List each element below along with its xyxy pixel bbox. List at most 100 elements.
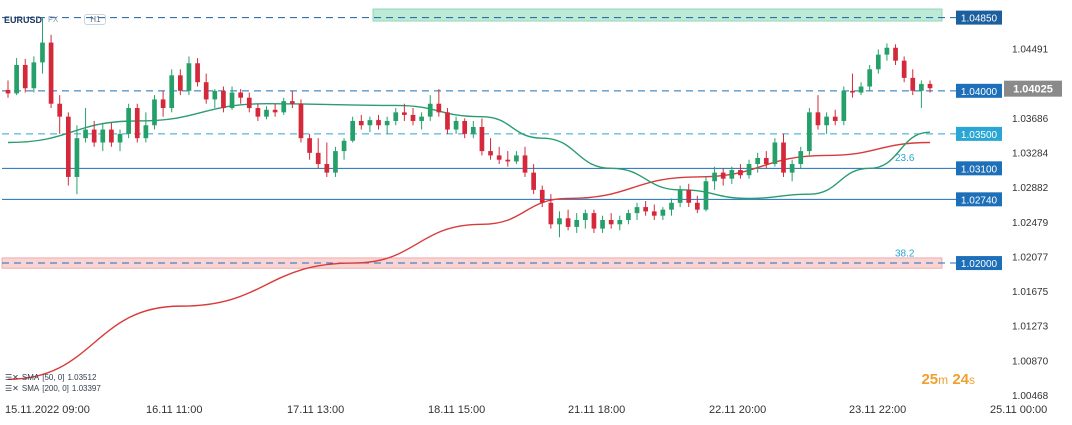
candle-body <box>281 101 287 113</box>
level-label: 1.02740 <box>961 195 998 206</box>
candle-body <box>203 82 209 100</box>
candle-body <box>91 129 97 143</box>
last-price-box <box>1004 80 1062 97</box>
candle-body <box>824 116 829 126</box>
level-label-box <box>956 126 1002 141</box>
candle-body <box>677 189 683 203</box>
candle-body <box>634 207 640 214</box>
candle-body <box>858 86 864 93</box>
candle-body <box>134 108 140 139</box>
price-tick-label: 1.01675 <box>1012 287 1049 298</box>
candle-body <box>772 142 778 165</box>
candle-body <box>470 126 476 134</box>
level-label: 1.04850 <box>961 14 998 25</box>
candle-body <box>290 101 295 104</box>
candle-body <box>893 47 898 61</box>
candle-body <box>229 92 235 109</box>
candle-body <box>755 157 761 165</box>
candle-body <box>539 189 545 203</box>
time-tick-label: 16.11 11:00 <box>146 404 202 416</box>
price-tick-label: 1.00468 <box>1012 391 1049 402</box>
symbol-name[interactable]: EURUSD <box>4 14 43 25</box>
candle-body <box>789 164 795 173</box>
candle-body <box>74 138 80 177</box>
candle-body <box>815 112 821 126</box>
market-tag: FX <box>48 15 59 24</box>
candle-body <box>608 219 614 225</box>
candle-body <box>393 112 399 121</box>
candle-body <box>177 75 183 91</box>
level-label-box <box>956 192 1002 207</box>
candle-body <box>660 209 666 216</box>
candle-body <box>901 60 907 78</box>
candle-body <box>841 90 847 121</box>
timer-minutes-unit: m <box>938 373 949 387</box>
candle-body <box>445 112 450 130</box>
time-tick-label: 17.11 13:00 <box>287 404 344 416</box>
indicator-label: SMA <box>21 373 40 382</box>
candle-body <box>169 75 175 109</box>
time-tick-label: 22.11 20:00 <box>709 404 766 416</box>
indicator-legend: ☰✕ SMA [50, 0] 1.03512 ☰✕ SMA [200, 0] 1… <box>5 372 101 394</box>
candle-body <box>626 213 631 220</box>
fib-level-label: 38.2 <box>895 249 915 260</box>
candle-body <box>65 116 71 177</box>
candle-body <box>496 155 502 160</box>
timer-seconds-unit: s <box>969 373 975 387</box>
level-label-box <box>956 10 1002 25</box>
timer-seconds: 24 <box>952 371 969 388</box>
timeframe-selector[interactable]: H1 <box>84 14 107 25</box>
indicator-sma50[interactable]: ☰✕ SMA [50, 0] 1.03512 <box>5 372 101 383</box>
candle-body <box>910 77 916 91</box>
candle-body <box>807 112 812 152</box>
candle-body <box>557 218 562 225</box>
fib-level-label: 23.6 <box>895 153 915 164</box>
candle-body <box>574 219 580 227</box>
sma-50-path <box>7 103 931 200</box>
candle-body <box>143 125 149 139</box>
indicator-sma200[interactable]: ☰✕ SMA [200, 0] 1.03397 <box>5 383 101 394</box>
level-label-box <box>956 256 1002 271</box>
level-label: 1.04000 <box>961 87 998 98</box>
candle-body <box>307 138 312 153</box>
candle-body <box>548 202 554 225</box>
candle-body <box>221 90 226 109</box>
price-tick-label: 1.01273 <box>1012 322 1049 333</box>
candle-body <box>600 219 605 229</box>
price-axis: 1.044911.040001.036861.032841.028821.024… <box>1004 45 1062 402</box>
candle-body <box>686 189 692 203</box>
candle-body <box>565 218 571 227</box>
candle-body <box>919 83 924 91</box>
candle-body <box>453 120 459 130</box>
candle-body <box>419 116 424 121</box>
indicator-params: [50, 0] <box>42 373 65 382</box>
candle-body <box>272 109 278 113</box>
candle-body <box>763 157 769 165</box>
candle-body <box>798 151 804 165</box>
candle-body <box>436 103 442 113</box>
candle-body <box>298 103 304 139</box>
candle-body <box>617 219 623 225</box>
fib-labels: 23.6 38.2 <box>895 153 915 260</box>
time-axis: 15.11.2022 09:00 16.11 11:00 17.11 13:00 18… <box>5 404 1047 416</box>
level-label: 1.03500 <box>961 130 998 141</box>
candle-body <box>57 103 63 117</box>
candle-body <box>643 207 648 212</box>
candle-body <box>341 140 347 152</box>
candle-body <box>264 109 269 117</box>
horizontal-levels: 1.04850 1.04000 1.03500 1.03100 1.02740 1.020… <box>2 10 1002 271</box>
symbol-header: EURUSD FX H1 <box>4 14 107 25</box>
candle-body <box>669 202 674 210</box>
candle-body <box>850 90 855 93</box>
candle-body <box>238 92 244 98</box>
level-label: 1.03100 <box>961 164 998 175</box>
candle-body <box>5 89 11 94</box>
candle-body <box>40 42 45 63</box>
candle-body <box>100 129 106 143</box>
price-tick-label: 1.02479 <box>1012 218 1049 229</box>
sma-50-line <box>7 103 931 200</box>
candle-body <box>505 159 511 162</box>
last-price-label: 1.04025 <box>1013 84 1053 96</box>
price-tick-label: 1.04491 <box>1012 45 1049 56</box>
